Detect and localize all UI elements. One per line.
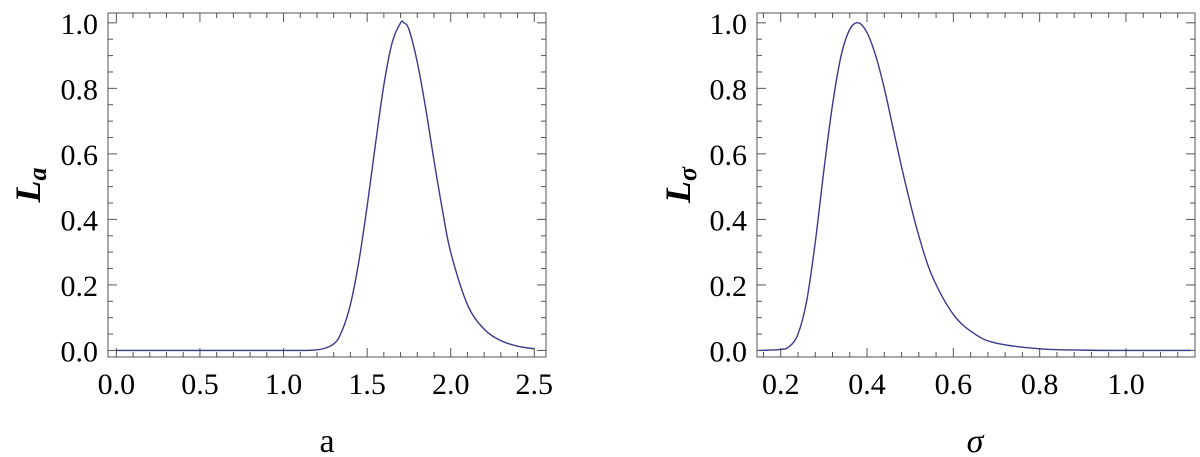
x-axis-label: a xyxy=(319,423,334,457)
chart-panel-a: 0.0 0.5 1.0 1.5 2.0 2.5 0.0 0.2 0.4 0.6 0.8 1.0 a L… xyxy=(8,8,553,457)
y-axis-label: La xyxy=(8,168,52,204)
likelihood-curve-a xyxy=(116,20,535,352)
x-axis-label: σ xyxy=(967,423,985,457)
likelihood-curve-sigma xyxy=(759,22,1191,352)
y-tick-label: 0.2 xyxy=(61,270,99,303)
y-tick-label: 0.6 xyxy=(710,139,748,172)
svg-text:Lσ: Lσ xyxy=(658,166,702,204)
y-tick-label: 0.2 xyxy=(710,270,748,303)
x-tick-label: 0.6 xyxy=(935,368,973,401)
x-tick-label: 1.5 xyxy=(348,368,386,401)
y-tick-label: 0.0 xyxy=(710,335,748,368)
svg-text:La: La xyxy=(8,168,52,204)
tick-labels: 0.0 0.5 1.0 1.5 2.0 2.5 0.0 0.2 0.4 0.6 0.8 1.0 xyxy=(61,8,554,401)
y-tick-label: 1.0 xyxy=(710,8,748,41)
x-tick-label: 1.0 xyxy=(1107,368,1145,401)
x-tick-label: 1.0 xyxy=(265,368,303,401)
y-tick-label: 0.4 xyxy=(710,204,748,237)
x-tick-label: 0.8 xyxy=(1021,368,1059,401)
plot-frame xyxy=(756,12,1196,358)
x-tick-label: 0.0 xyxy=(98,368,136,401)
y-tick-label: 0.6 xyxy=(61,139,99,172)
x-tick-label: 0.4 xyxy=(848,368,886,401)
y-tick-label: 0.4 xyxy=(61,204,99,237)
plot-frame xyxy=(107,12,547,358)
chart-panel-sigma: 0.2 0.4 0.6 0.8 1.0 0.0 0.2 0.4 0.6 0.8 1.0 σ Lσ xyxy=(658,8,1196,457)
y-tick-label: 1.0 xyxy=(61,8,99,41)
tick-marks xyxy=(108,13,546,357)
y-tick-label: 0.8 xyxy=(61,73,99,106)
y-axis-label: Lσ xyxy=(658,166,702,204)
y-tick-label: 0.0 xyxy=(61,335,99,368)
tick-labels: 0.2 0.4 0.6 0.8 1.0 0.0 0.2 0.4 0.6 0.8 1.0 xyxy=(710,8,1145,401)
x-tick-label: 2.5 xyxy=(516,368,554,401)
x-tick-label: 2.0 xyxy=(432,368,470,401)
tick-marks xyxy=(757,13,1196,357)
x-tick-label: 0.5 xyxy=(181,368,219,401)
x-tick-label: 0.2 xyxy=(762,368,800,401)
y-tick-label: 0.8 xyxy=(710,73,748,106)
